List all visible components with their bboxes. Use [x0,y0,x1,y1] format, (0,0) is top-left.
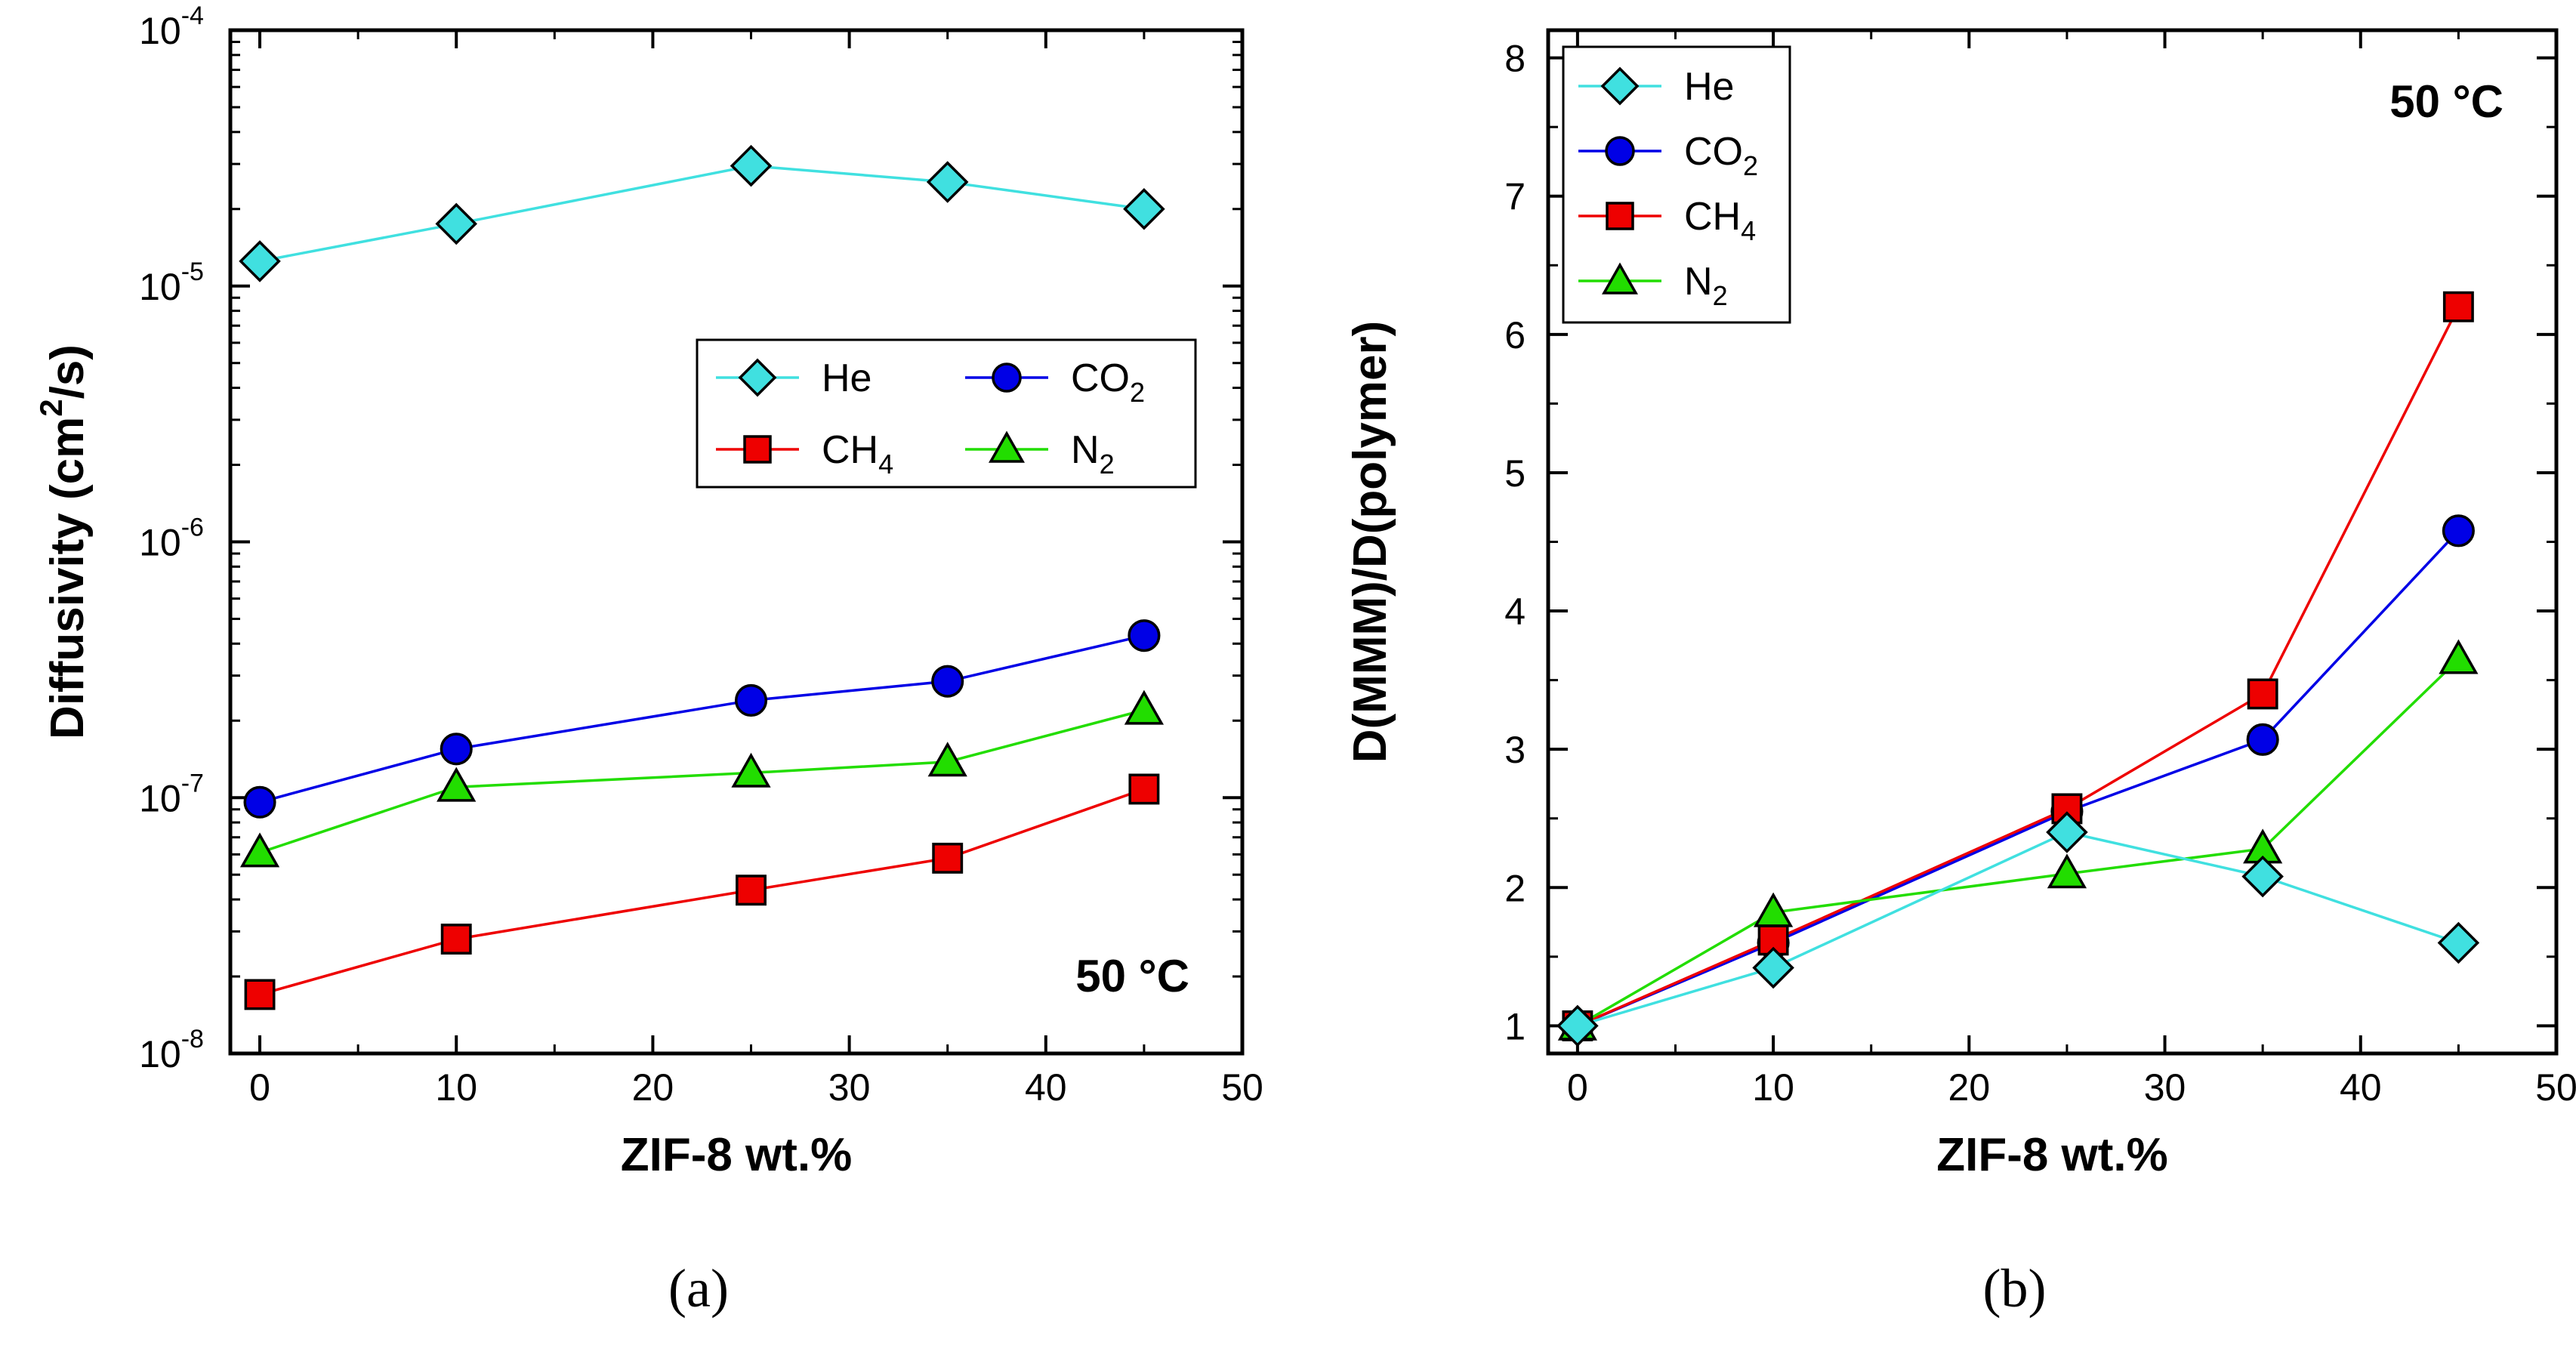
data-point-n2 [2439,639,2479,674]
data-point-ch4 [1128,773,1160,805]
y-tick-label: 10-4 [139,2,204,52]
data-point-co2 [1128,619,1161,652]
legend-marker-he [1600,66,1640,106]
y-axis-title: D(MMM)/D(polymer) [1344,321,1396,763]
series-line-n2 [259,708,1145,854]
legend-box [696,338,1197,489]
legend-marker-n2 [988,430,1026,463]
data-point-ch4 [440,924,472,955]
panel-b-relative-diffusivity-chart: 0 10 20 30 40 50 1 2 3 4 5 6 7 8 ZIF-8 wt.% D(MMM)/D(po… [1344,28,2576,1319]
data-point-he [926,161,969,203]
x-tick-label: 10 [1752,1066,1794,1109]
x-tick-label: 40 [2340,1066,2382,1109]
legend-label-ch4: CH4 [1684,195,1756,246]
y-axis-title: Diffusivity (cm2/s) [33,344,94,739]
x-tick-label: 30 [828,1066,871,1109]
data-point-he [730,144,773,187]
x-tick-label: 50 [1221,1066,1263,1109]
series-line-ch4 [259,788,1145,996]
y-tick-label: 4 [1504,591,1526,633]
data-point-co2 [440,733,473,766]
legend-marker-he [738,358,777,397]
legend-marker-co2 [1605,136,1635,166]
data-point-n2 [731,752,771,788]
data-point-ch4 [932,842,964,874]
x-axis-title: ZIF-8 wt.% [1936,1129,2168,1181]
legend-label-he: He [1684,65,1734,109]
legend-label-n2: N2 [1071,428,1115,480]
data-point-n2 [437,767,477,802]
series-line-he [259,164,1145,263]
data-point-he [2241,855,2284,898]
data-point-co2 [2246,723,2279,756]
data-point-co2 [734,683,768,717]
data-point-he [1752,946,1794,989]
x-tick-label: 0 [1567,1066,1588,1109]
data-point-n2 [1754,892,1794,927]
legend-marker-n2 [1601,262,1639,295]
data-point-co2 [2442,514,2475,548]
y-tick-label: 3 [1504,729,1526,771]
data-point-co2 [243,785,276,819]
data-point-n2 [1124,689,1165,725]
data-point-ch4 [2247,678,2278,710]
y-tick-label: 10-6 [139,514,204,564]
panel-a-diffusivity-chart: 0 10 20 30 40 50 10-8 10-7 10-6 10-5 10-4 ZIF-8 wt.… [33,2,1263,1319]
data-point-ch4 [244,979,276,1010]
x-tick-label: 30 [2144,1066,2186,1109]
data-point-he [2437,921,2480,964]
x-tick-label: 0 [249,1066,270,1109]
legend-label-co2: CO2 [1071,356,1145,408]
y-tick-label: 1 [1504,1005,1526,1047]
legend-marker-co2 [992,362,1022,393]
y-tick-label: 8 [1504,38,1526,80]
data-point-he [1123,188,1165,230]
series-line-ch4 [1577,306,2460,1027]
y-tick-label: 2 [1504,867,1526,909]
series-line-co2 [1577,529,2460,1027]
y-tick-label: 10-7 [139,769,204,819]
x-tick-label: 10 [435,1066,477,1109]
y-tick-label: 10-5 [139,258,204,308]
x-tick-label: 20 [632,1066,674,1109]
data-point-n2 [927,742,967,777]
x-tick-label: 50 [2535,1066,2576,1109]
series-line-co2 [259,634,1145,804]
data-point-he [2046,811,2088,853]
legend-label-co2: CO2 [1684,130,1758,181]
data-point-he [239,240,281,282]
legend-box [1562,45,1791,324]
legend-marker-ch4 [743,435,772,464]
data-point-n2 [239,832,280,868]
legend-label-n2: N2 [1684,260,1728,311]
panel-caption: (a) [668,1258,729,1319]
legend-label-he: He [822,356,872,400]
data-point-he [435,202,477,245]
y-tick-label: 5 [1504,452,1526,495]
temperature-annotation: 50 °C [2389,76,2504,127]
series-line-he [1577,831,2459,1028]
legend-marker-ch4 [1606,202,1634,230]
data-point-he [1556,1004,1599,1047]
y-tick-label: 10-8 [139,1025,204,1075]
data-point-n2 [2047,853,2087,889]
data-point-ch4 [2442,291,2474,322]
x-tick-label: 20 [1948,1066,1991,1109]
temperature-annotation: 50 °C [1075,951,1189,1001]
panel-caption: (b) [1983,1258,2047,1319]
x-axis-title: ZIF-8 wt.% [621,1129,853,1181]
legend-label-ch4: CH4 [822,428,893,480]
data-point-co2 [931,665,964,698]
y-tick-label: 6 [1504,314,1526,356]
data-point-ch4 [736,875,767,906]
y-tick-label: 7 [1504,176,1526,218]
x-tick-label: 40 [1025,1066,1067,1109]
